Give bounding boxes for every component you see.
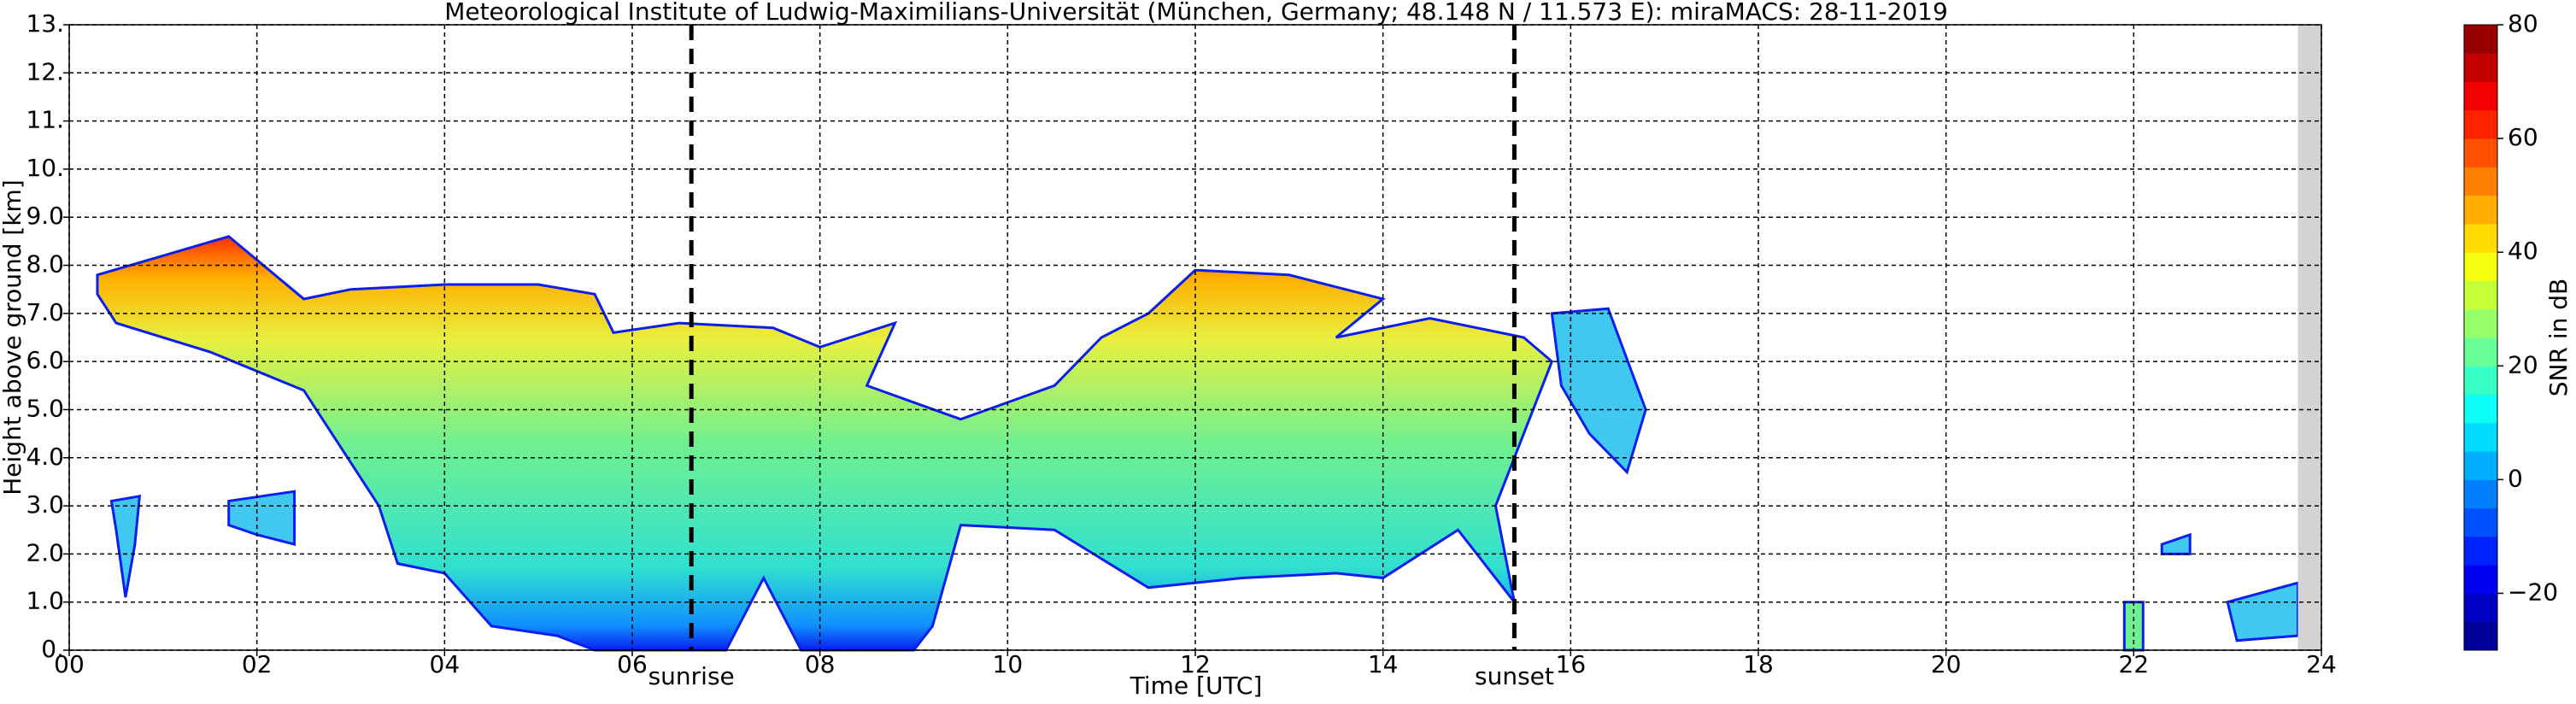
colorbar-tick-label: 60	[2508, 123, 2538, 151]
colorbar-tick-label: 80	[2508, 9, 2538, 38]
colorbar-tick-label: 20	[2508, 350, 2538, 378]
x-tick-label: 10	[993, 650, 1024, 678]
colorbar-step	[2464, 366, 2497, 396]
colorbar-step	[2464, 167, 2497, 197]
y-tick-label: 10.	[26, 154, 64, 182]
colorbar-label: SNR in dB	[2544, 279, 2573, 396]
colorbar-step	[2464, 53, 2497, 83]
x-tick-label: 24	[2306, 650, 2337, 678]
x-tick-label: 08	[805, 650, 836, 678]
y-tick-label: 6.0	[26, 346, 64, 374]
y-tick-label: 3.0	[26, 490, 64, 519]
x-tick-label: 18	[1743, 650, 1774, 678]
y-axis-label: Height above ground [km]	[0, 179, 26, 496]
colorbar-step	[2464, 81, 2497, 111]
y-tick-label: 12.	[26, 57, 64, 85]
x-tick-label: 00	[54, 650, 85, 678]
colorbar-step	[2464, 593, 2497, 623]
y-tick-label: 5.0	[26, 394, 64, 422]
y-tick-label: 11.	[26, 106, 64, 134]
y-tick-label: 2.0	[26, 538, 64, 566]
colorbar-step	[2464, 337, 2497, 367]
colorbar-step	[2464, 451, 2497, 480]
y-tick-label: 4.0	[26, 443, 64, 471]
y-tick-label: 7.0	[26, 298, 64, 326]
x-tick-label: 04	[430, 650, 461, 678]
colorbar-frame	[2463, 24, 2498, 651]
x-tick-label: 16	[1556, 650, 1587, 678]
colorbar-step	[2464, 223, 2497, 253]
colorbar-step	[2464, 536, 2497, 566]
annotation-label: sunrise	[648, 662, 735, 690]
y-tick-label: 8.0	[26, 250, 64, 279]
colorbar-step	[2464, 138, 2497, 167]
colorbar-step	[2464, 479, 2497, 509]
colorbar-step	[2464, 394, 2497, 424]
colorbar-step	[2464, 109, 2497, 139]
colorbar-step	[2464, 621, 2497, 651]
colorbar-step	[2464, 195, 2497, 225]
chart-title: Meteorological Institute of Ludwig-Maxim…	[444, 0, 1948, 26]
echo-field	[97, 24, 2321, 650]
colorbar-step	[2464, 280, 2497, 310]
colorbar-step	[2464, 422, 2497, 452]
y-tick-label: 1.0	[26, 587, 64, 615]
colorbar-step	[2464, 565, 2497, 594]
x-tick-label: 14	[1368, 650, 1399, 678]
colorbar-step	[2464, 308, 2497, 338]
colorbar-tick-label: −20	[2508, 578, 2558, 606]
x-tick-label: 12	[1180, 650, 1211, 678]
y-tick-label: 9.0	[26, 202, 64, 230]
y-tick-label: 13.	[26, 9, 64, 38]
colorbar-step	[2464, 25, 2497, 54]
colorbar-step	[2464, 252, 2497, 281]
colorbar-step	[2464, 507, 2497, 537]
annotation-label: sunset	[1475, 662, 1554, 690]
x-tick-label: 06	[617, 650, 648, 678]
x-tick-label: 20	[1931, 650, 1962, 678]
colorbar-tick-label: 0	[2508, 464, 2523, 492]
x-axis-label: Time [UTC]	[1130, 672, 1263, 700]
y-tick-label: 0.	[41, 635, 64, 663]
x-tick-label: 22	[2119, 650, 2150, 678]
colorbar-tick-label: 40	[2508, 237, 2538, 265]
x-tick-label: 02	[242, 650, 273, 678]
